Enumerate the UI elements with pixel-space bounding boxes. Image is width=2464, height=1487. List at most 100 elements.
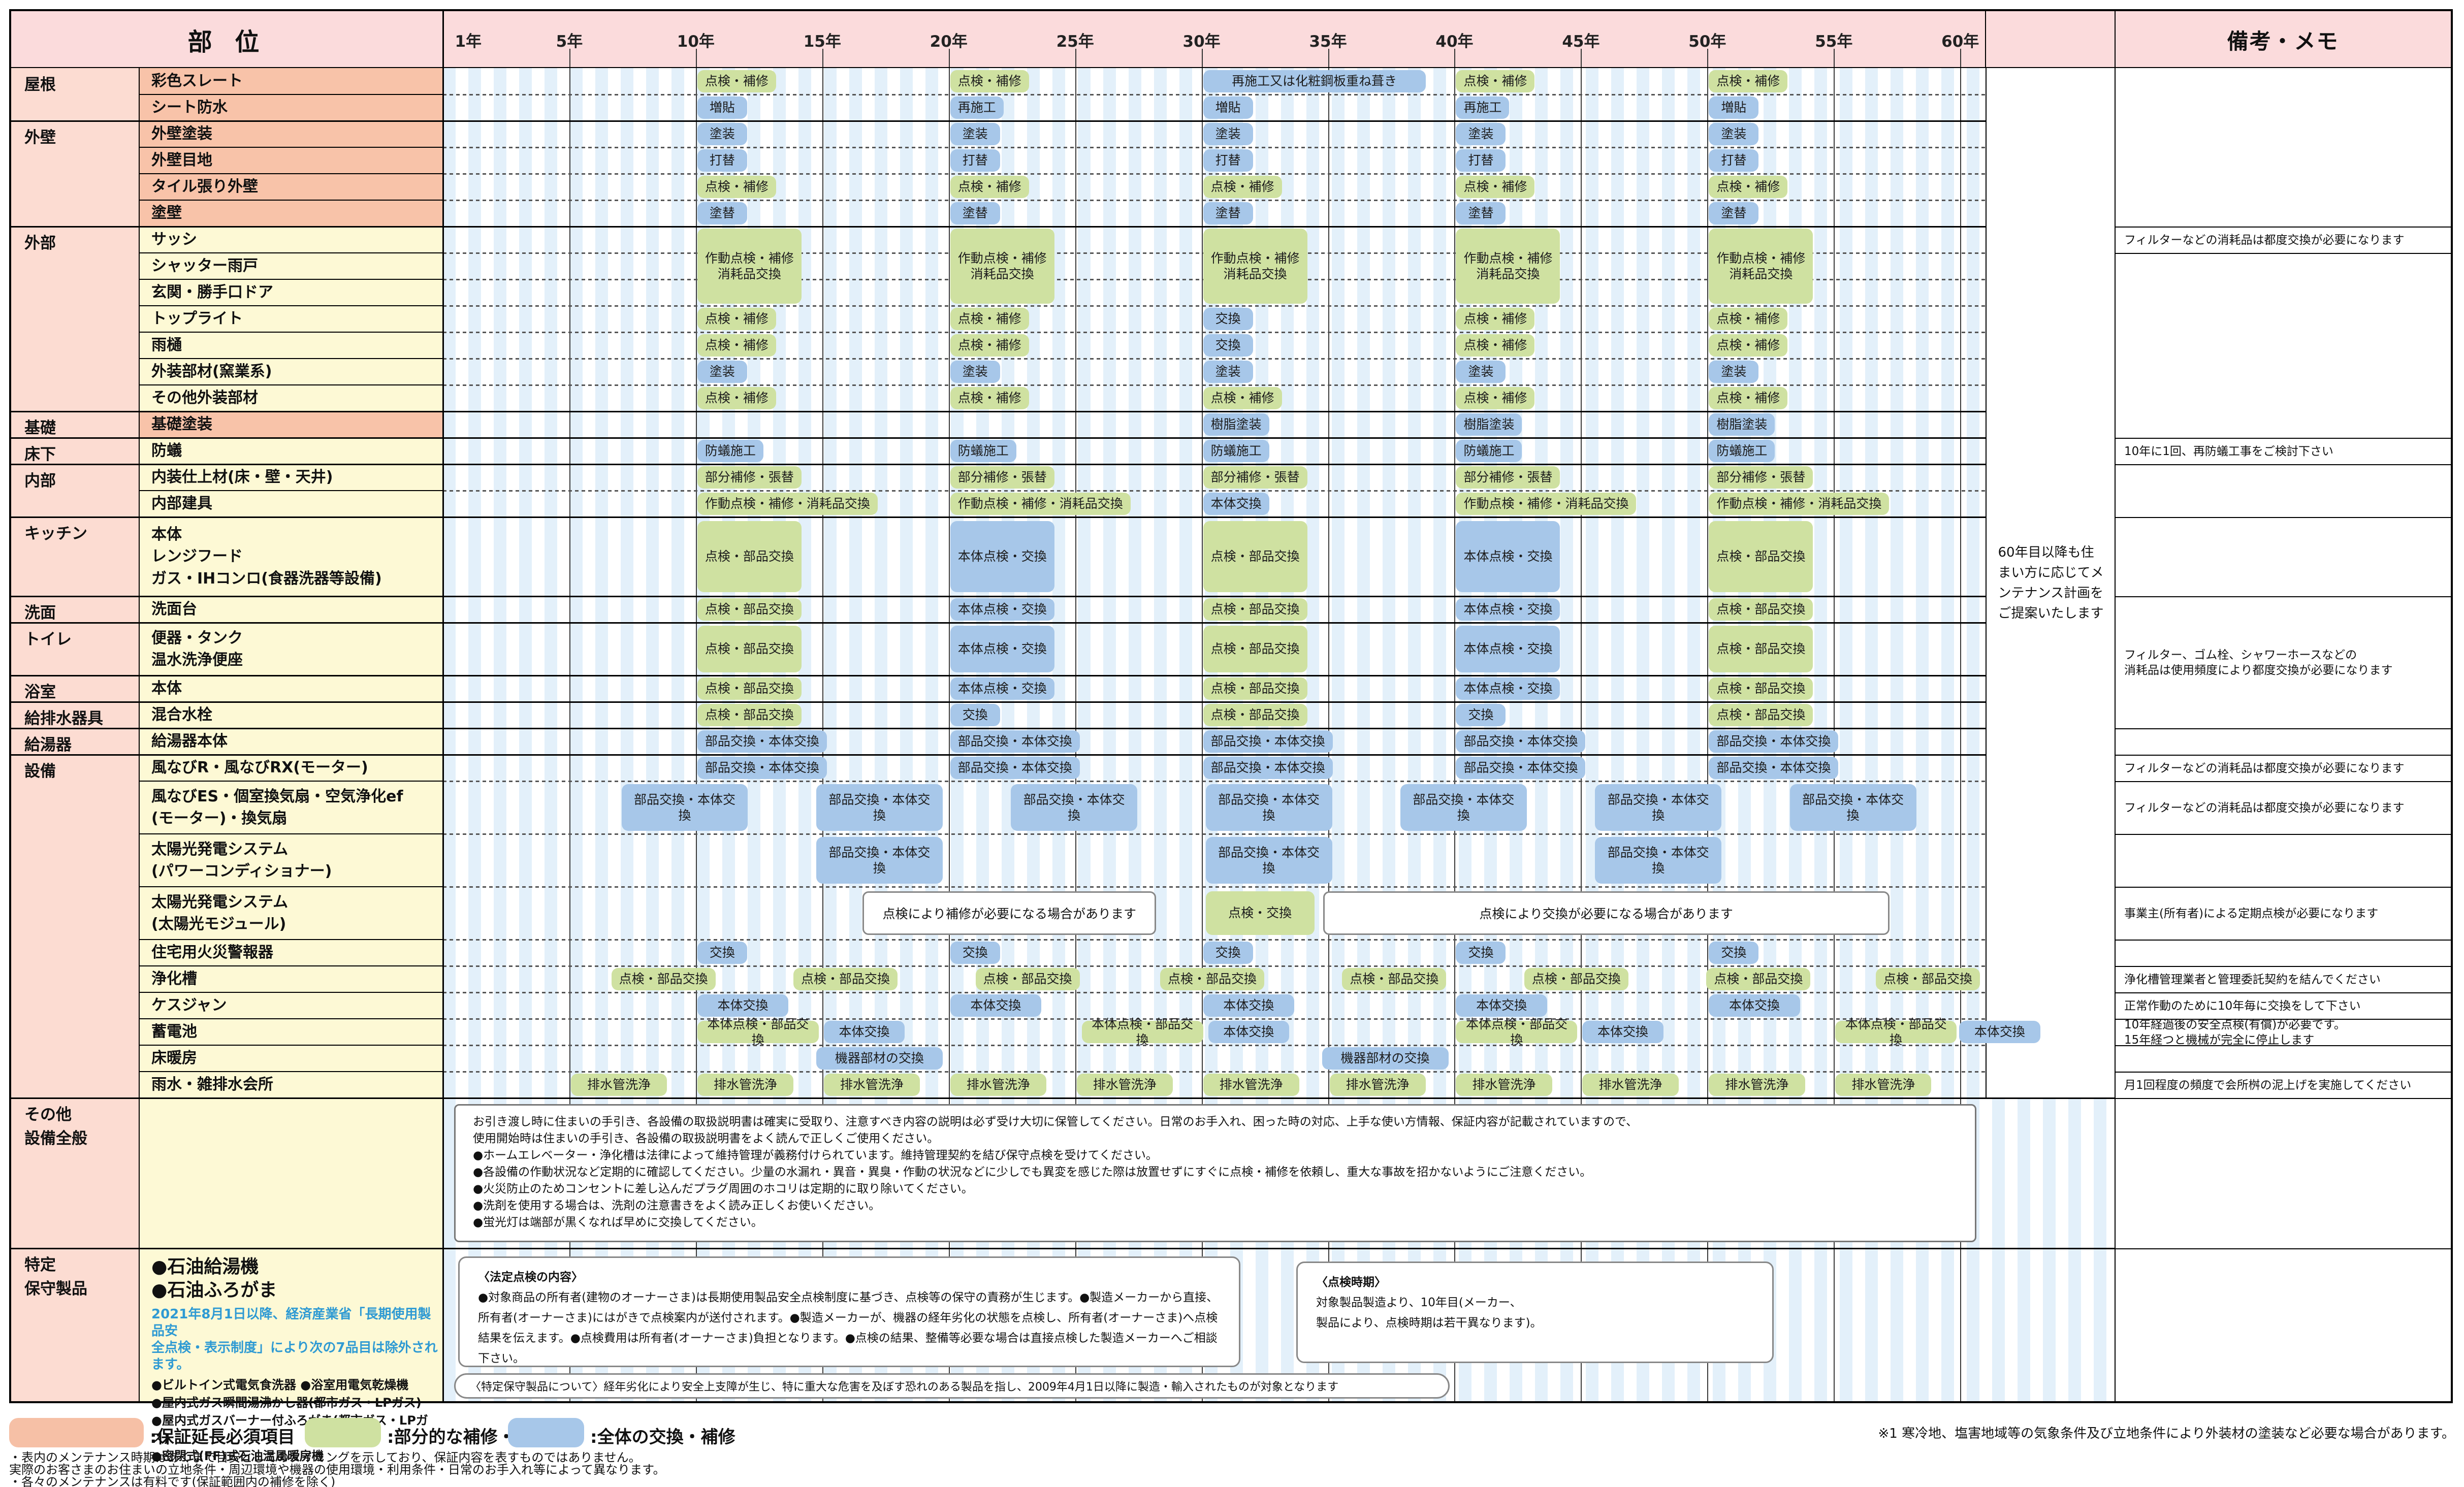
badge-full-11-4: 塗装 xyxy=(1709,361,1759,383)
section-separator-labels xyxy=(11,516,443,518)
memo-cell-15: 10年経過後の安全点検(有償)が必要です。 15年経つと機械が完全に停止します xyxy=(2115,1018,2451,1047)
legal-inspection-body: ●対象商品の所有者(建物のオーナーさま)は長期使用製品安全点検制度に基づき、点検… xyxy=(478,1291,1219,1365)
badge-partial-0-3: 点検・補修 xyxy=(1456,70,1535,92)
badge-partial-32-7: 排水管洗浄 xyxy=(1456,1074,1552,1096)
header-narrow-cell xyxy=(1986,11,2115,68)
category-cell-内部: 内部 xyxy=(11,464,139,517)
year-tick-stub xyxy=(1581,49,1582,68)
row-separator-dotted xyxy=(443,1045,1986,1046)
year-label-45: 45年 xyxy=(1562,33,1600,51)
category-cell-その他設備全般: その他 設備全般 xyxy=(11,1098,139,1248)
category-cell-給排水器具: 給排水器具 xyxy=(11,702,139,728)
badge-partial-16-1: 作動点検・補修・消耗品交換 xyxy=(950,493,1131,515)
badge-full-30-3: 本体交換 xyxy=(1208,1021,1289,1043)
part-cell-33 xyxy=(139,1098,443,1248)
year-tick-stub xyxy=(695,49,697,68)
badge-partial-28-7: 点検・部品交換 xyxy=(1875,968,1980,990)
memo-cell-12 xyxy=(2115,940,2451,966)
category-cell-特定保守製品: 特定 保守製品 xyxy=(11,1248,139,1401)
row-separator-dotted xyxy=(443,1018,1986,1020)
badge-partial-28-1: 点検・部品交換 xyxy=(793,968,898,990)
section-separator-labels xyxy=(11,120,443,122)
badge-full-2-2: 塗装 xyxy=(1203,123,1253,145)
header-timeline: 1年 5年 10年 15年 20年 25年 30年 35年 40年 45年 50年 55年 60年 xyxy=(443,11,1986,68)
memo-cell-17: 月1回程度の頻度で会所桝の泥上げを実施してください xyxy=(2115,1072,2451,1098)
badge-full-14-3: 防蟻施工 xyxy=(1456,440,1522,462)
badge-partial-9-1: 点検・補修 xyxy=(950,308,1029,330)
badge-partial-6-0: 作動点検・補修 消耗品交換 xyxy=(697,229,802,304)
badge-full-27-0: 交換 xyxy=(697,942,747,964)
badge-partial-32-5: 排水管洗浄 xyxy=(1203,1074,1299,1096)
year-label-35: 35年 xyxy=(1309,33,1347,51)
badge-partial-9-4: 点検・補修 xyxy=(1709,308,1788,330)
part-cell-16: 内部建具 xyxy=(139,491,443,517)
part-cell-28: 浄化槽 xyxy=(139,966,443,992)
legend-swatch-1 xyxy=(305,1418,381,1447)
row-separator-part xyxy=(139,200,443,201)
badge-partial-20-4: 点検・部品交換 xyxy=(1709,677,1813,700)
legend-swatch-0 xyxy=(9,1418,144,1447)
row-separator-dotted xyxy=(443,173,1986,175)
badge-partial-21-4: 点検・部品交換 xyxy=(1709,704,1813,726)
badge-full-20-1: 本体点検・交換 xyxy=(950,677,1054,700)
badge-full-11-3: 塗装 xyxy=(1456,361,1506,383)
part-cell-30: 蓄電池 xyxy=(139,1019,443,1045)
legal-inspection-box: 〈法定点検の内容〉 ●対象商品の所有者(建物のオーナーさま)は長期使用製品安全点検… xyxy=(458,1256,1240,1367)
row-separator-part xyxy=(139,781,443,782)
row-separator-dotted xyxy=(443,332,1986,333)
badge-partial-28-0: 点検・部品交換 xyxy=(611,968,716,990)
badge-full-2-1: 塗装 xyxy=(950,123,1000,145)
memo-cell-9: フィルターなどの消耗品は都度交換が必要になります xyxy=(2115,781,2451,834)
badge-full-1-3: 再施工 xyxy=(1456,96,1510,119)
category-cell-トイレ: トイレ xyxy=(11,623,139,675)
badge-partial-30-2: 本体点検・部品交換 xyxy=(1081,1017,1203,1047)
year-tick-stub xyxy=(948,49,950,68)
badge-partial-4-0: 点検・補修 xyxy=(697,176,776,198)
badge-partial-4-4: 点検・補修 xyxy=(1709,176,1788,198)
badge-partial-15-0: 部分補修・張替 xyxy=(697,466,802,489)
section-separator xyxy=(443,596,1986,597)
part-cell-27: 住宅用火災警報器 xyxy=(139,940,443,966)
year-label-55: 55年 xyxy=(1815,33,1853,51)
badge-full-20-3: 本体点検・交換 xyxy=(1456,677,1560,700)
part-cell-23: 風なびR・風なびRX(モーター) xyxy=(139,755,443,781)
grid-line-year-40 xyxy=(1454,68,1456,1401)
grid-line-year-10 xyxy=(695,68,697,1401)
badge-full-3-2: 打替 xyxy=(1203,149,1253,172)
badge-full-24-1: 部品交換・本体交換 xyxy=(816,784,943,831)
category-cell-外部: 外部 xyxy=(11,227,139,411)
badge-partial-10-4: 点検・補修 xyxy=(1709,334,1788,357)
badge-full-5-4: 塗替 xyxy=(1709,202,1759,224)
badge-full-23-2: 部品交換・本体交換 xyxy=(1203,757,1333,779)
row-separator-dotted xyxy=(443,1071,1986,1073)
section-separator xyxy=(443,728,1986,729)
badge-partial-18-0: 点検・部品交換 xyxy=(697,598,802,621)
badge-partial-19-0: 点検・部品交換 xyxy=(697,626,802,672)
badge-partial-18-2: 点検・部品交換 xyxy=(1203,598,1307,621)
badge-full-19-1: 本体点検・交換 xyxy=(950,626,1054,672)
badge-partial-20-0: 点検・部品交換 xyxy=(697,677,802,700)
badge-full-25-0: 部品交換・本体交換 xyxy=(816,837,943,884)
legend-label-2: :全体の交換・補修 xyxy=(590,1427,735,1447)
badge-partial-9-3: 点検・補修 xyxy=(1456,308,1535,330)
part-cell-19: 便器・タンク 温水洗浄便座 xyxy=(139,623,443,675)
badge-full-31-1: 機器部材の交換 xyxy=(1322,1047,1449,1070)
sixty-year-note-cell: 60年目以降も住 まい方に応じてメ ンテナンス計画を ご提案いたします xyxy=(1986,68,2115,1098)
badge-partial-16-4: 作動点検・補修・消耗品交換 xyxy=(1709,493,1890,515)
row-separator-dotted xyxy=(443,886,1986,888)
badge-full-1-4: 増貼 xyxy=(1709,96,1759,119)
badge-full-2-3: 塗装 xyxy=(1456,123,1506,145)
badge-full-1-0: 増貼 xyxy=(697,96,747,119)
category-cell-浴室: 浴室 xyxy=(11,675,139,702)
border-part-timeline xyxy=(442,11,444,1401)
badge-full-29-2: 本体交換 xyxy=(1203,994,1294,1017)
row-separator-part xyxy=(139,1045,443,1046)
badge-full-24-0: 部品交換・本体交換 xyxy=(621,784,748,831)
badge-full-17-1: 本体点検・交換 xyxy=(950,521,1054,592)
year-label-10: 10年 xyxy=(677,33,715,51)
grid-line-year-50 xyxy=(1707,68,1709,1401)
row-separator-part xyxy=(139,886,443,887)
badge-full-14-1: 防蟻施工 xyxy=(950,440,1016,462)
row-separator-part xyxy=(139,939,443,940)
badge-partial-28-2: 点検・部品交換 xyxy=(975,968,1080,990)
